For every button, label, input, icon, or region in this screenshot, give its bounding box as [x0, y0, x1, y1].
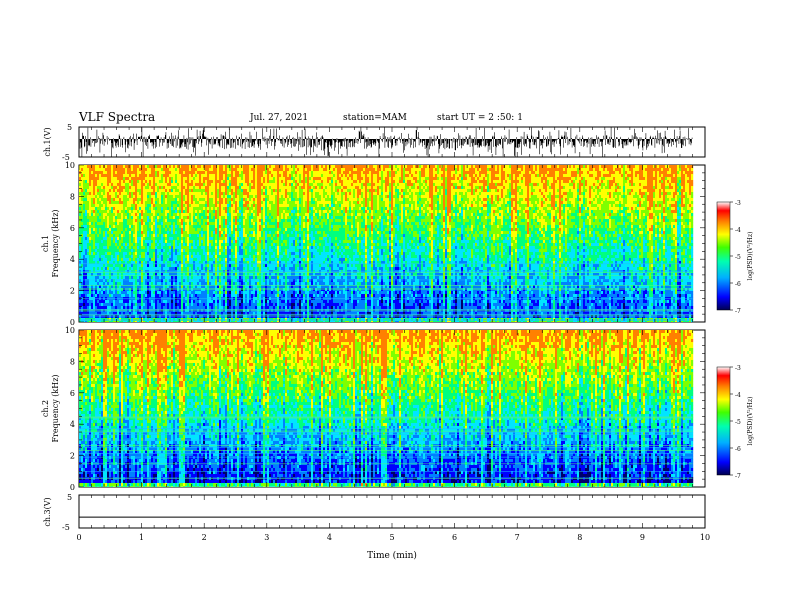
ch3-ytick-label: -5	[62, 523, 70, 532]
colorbar-tick-label: -4	[735, 392, 741, 399]
colorbar-tick-label: -3	[735, 365, 741, 372]
header-start-time: start UT = 2 :50: 1	[437, 113, 523, 123]
ch1-frequency-axis-label: Frequency (kHz)	[51, 209, 60, 277]
colorbar-tick-label: -3	[735, 200, 741, 207]
colorbar-labels: -3 -4 -5 -6 -7 log(PSD)(V²/Hz) -3 -4 -5 -6 -7 log(P…	[730, 200, 754, 480]
x-tick-label: 4	[327, 533, 332, 542]
ch2-freq-tick-label: 0	[70, 483, 75, 492]
ch1-ytick-label: 5	[67, 123, 72, 132]
x-tick-label: 7	[515, 533, 520, 542]
colorbar-tick-label: -6	[735, 281, 741, 288]
ch2-freq-tick-label: 10	[65, 326, 75, 335]
ch2-colorbar	[716, 366, 731, 476]
ch2-frequency-axis-label: Frequency (kHz)	[51, 374, 60, 442]
x-tick-label: 2	[202, 533, 207, 542]
x-tick-label: 8	[577, 533, 582, 542]
ch1-freq-tick-label: 2	[70, 287, 75, 296]
colorbar-tick-label: -7	[735, 308, 741, 315]
ch1-freq-tick-label: 10	[65, 161, 75, 170]
x-tick-label: 6	[452, 533, 457, 542]
ch1-waveform-trace	[79, 127, 693, 157]
colorbar-tick-label: -5	[735, 419, 741, 426]
x-tick-label: 5	[389, 533, 394, 542]
colorbar-tick-label: -4	[735, 227, 741, 234]
ch2-spectrogram-image	[79, 330, 694, 487]
ch1-spectrogram-image	[79, 165, 694, 322]
x-tick-label: 10	[700, 533, 710, 542]
ch2-freq-tick-label: 6	[70, 389, 75, 398]
ch3-ytick-label: 5	[67, 493, 72, 502]
ch2-freq-tick-label: 8	[70, 357, 75, 366]
figure-title: VLF Spectra	[79, 110, 155, 124]
ch1-freq-tick-label: 0	[70, 318, 75, 327]
x-tick-label: 9	[640, 533, 645, 542]
x-tick-label: 3	[264, 533, 269, 542]
ch2-freq-tick-label: 4	[70, 420, 75, 429]
ch1-ytick-label: -5	[62, 153, 70, 162]
ch3-waveform-ylabel: ch.3(V)	[43, 497, 52, 526]
colorbar-tick-label: -7	[735, 473, 741, 480]
ch1-waveform-ylabel: ch.1(V)	[43, 127, 52, 156]
x-axis-label: Time (min)	[367, 550, 417, 561]
x-tick-label: 0	[76, 533, 81, 542]
ch2-freq-tick-label: 2	[70, 452, 75, 461]
header-station: station=MAM	[343, 113, 407, 123]
ch2-channel-label: ch.2	[41, 400, 50, 417]
ch1-freq-tick-label: 8	[70, 192, 75, 201]
colorbar-label: log(PSD)(V²/Hz)	[747, 397, 754, 446]
ch1-channel-label: ch.1	[41, 235, 50, 252]
ch1-freq-tick-label: 4	[70, 255, 75, 264]
colorbar-label: log(PSD)(V²/Hz)	[747, 232, 754, 281]
ch1-colorbar	[716, 201, 731, 311]
header-date: Jul. 27, 2021	[250, 113, 308, 123]
colorbar-tick-label: -6	[735, 446, 741, 453]
x-tick-label: 1	[139, 533, 144, 542]
axis-ticks	[78, 127, 706, 528]
ch1-freq-tick-label: 6	[70, 224, 75, 233]
ch1-waveform-path	[79, 127, 693, 157]
colorbar-tick-label: -5	[735, 254, 741, 261]
